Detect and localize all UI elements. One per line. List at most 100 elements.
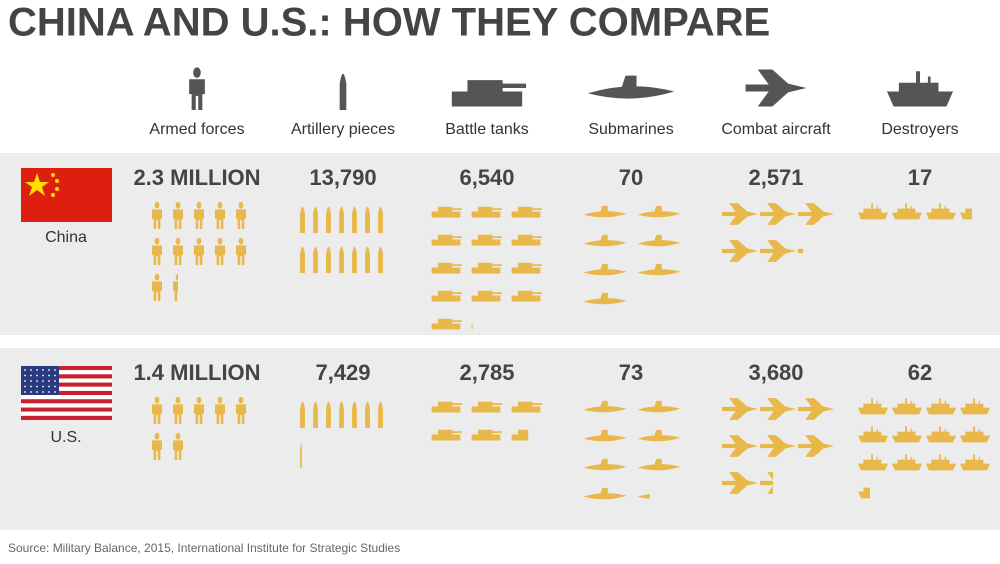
icon [722, 240, 758, 262]
icon [173, 201, 183, 229]
icon [583, 400, 627, 413]
value-label: 2.3 MILLION [133, 165, 260, 190]
pictogram [152, 396, 246, 460]
icon [236, 201, 246, 229]
stripe [21, 374, 112, 379]
icon [236, 237, 246, 265]
stripe [21, 411, 112, 416]
icon [339, 246, 344, 273]
star [36, 391, 38, 393]
icon [352, 246, 357, 273]
stripe [21, 395, 112, 400]
canton [21, 366, 59, 395]
star [54, 391, 56, 393]
us-flag [21, 366, 112, 420]
icon [194, 396, 204, 424]
icon [511, 206, 542, 218]
star [48, 369, 50, 371]
icon [960, 454, 990, 471]
icon [858, 487, 871, 499]
value-label: 2,571 [748, 165, 803, 190]
star [42, 374, 44, 377]
icon [892, 398, 922, 415]
icon [194, 237, 204, 265]
icon [378, 206, 383, 233]
icon [152, 432, 162, 460]
star [42, 391, 44, 393]
header-icon [745, 69, 807, 107]
icon [471, 429, 502, 441]
header-icon [451, 80, 527, 107]
china-flag [21, 168, 112, 222]
icon [637, 205, 681, 218]
icon [892, 426, 922, 443]
icon [722, 435, 758, 457]
icon [637, 400, 681, 413]
pictogram [431, 401, 542, 441]
pictogram [152, 201, 246, 302]
star [30, 374, 32, 377]
icon [858, 426, 888, 443]
icon [173, 237, 183, 265]
star [54, 380, 56, 382]
icon [722, 203, 758, 225]
icon [173, 432, 183, 460]
icon [326, 206, 331, 233]
icon [637, 458, 681, 471]
icon [583, 263, 627, 276]
pictogram [300, 401, 383, 469]
icon [173, 273, 179, 302]
star [36, 380, 38, 382]
icon [511, 262, 542, 274]
icon [471, 262, 502, 274]
icon [365, 401, 370, 428]
icon [511, 290, 542, 302]
icon [215, 201, 225, 229]
icon [892, 454, 922, 471]
category-label: Combat aircraft [721, 121, 831, 138]
icon [926, 454, 956, 471]
icon [471, 401, 502, 413]
pictogram [300, 206, 383, 273]
pictogram [858, 398, 990, 499]
icon [583, 292, 627, 305]
icon [583, 458, 627, 471]
icon [339, 401, 344, 428]
icon [511, 429, 529, 441]
icon [431, 234, 462, 246]
header-icon [339, 73, 347, 110]
icon [583, 429, 627, 442]
header-icon [189, 67, 205, 110]
icon [637, 234, 681, 247]
country-label: China [45, 229, 87, 246]
stripe [21, 415, 112, 420]
icon [236, 396, 246, 424]
value-label: 73 [619, 360, 643, 385]
icon [760, 240, 796, 262]
icon [511, 234, 542, 246]
icon [960, 426, 990, 443]
icon [431, 429, 462, 441]
star [24, 369, 26, 371]
icon [637, 263, 681, 276]
category-label: Submarines [588, 121, 673, 138]
icon [326, 401, 331, 428]
icon [215, 396, 225, 424]
icon [760, 472, 773, 494]
icon [173, 396, 183, 424]
icon [760, 203, 796, 225]
value-label: 7,429 [315, 360, 370, 385]
stripe [21, 386, 112, 391]
icon [722, 398, 758, 420]
star [36, 385, 38, 388]
icon [431, 290, 462, 302]
pictogram [583, 400, 681, 500]
icon [583, 487, 627, 500]
star [42, 369, 44, 371]
value-label: 3,680 [748, 360, 803, 385]
category-label: Armed forces [149, 121, 244, 138]
stripe [21, 403, 112, 408]
stripe [21, 370, 112, 375]
star [54, 374, 56, 377]
icon [583, 234, 627, 247]
